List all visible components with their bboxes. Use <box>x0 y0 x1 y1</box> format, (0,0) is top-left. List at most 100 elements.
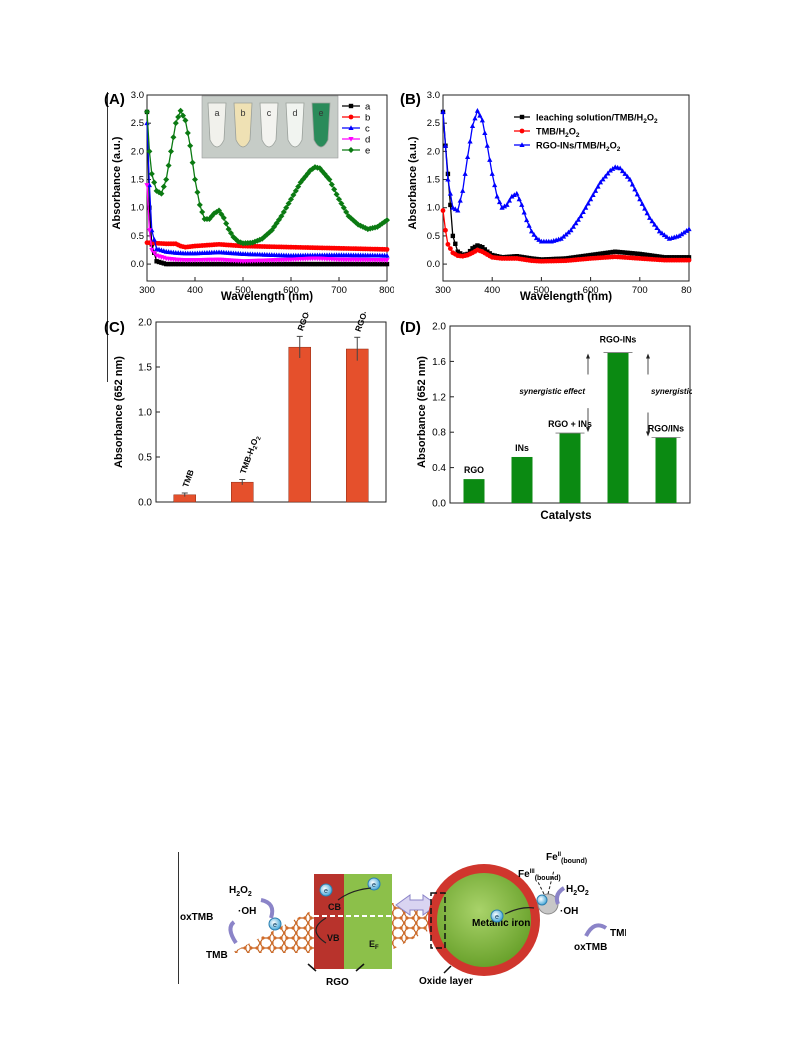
y-tick-label: 0.5 <box>138 453 152 464</box>
data-point <box>661 232 667 238</box>
data-point <box>440 208 446 213</box>
inset-tube-label: e <box>318 108 323 118</box>
bar <box>346 348 369 503</box>
data-point <box>568 255 574 260</box>
data-point <box>202 261 207 267</box>
data-point <box>533 235 540 241</box>
data-point <box>291 261 296 267</box>
synergy-arrowhead-icon <box>586 353 590 359</box>
h2o2-right-label: H2O2 <box>566 884 589 897</box>
legend-label: a <box>365 102 371 113</box>
data-point <box>640 252 645 257</box>
data-point <box>148 170 155 177</box>
data-point <box>565 229 572 235</box>
data-point <box>445 241 451 247</box>
data-point <box>271 223 278 230</box>
data-point <box>168 148 174 155</box>
data-point <box>228 230 234 237</box>
data-point <box>664 255 670 260</box>
panel-a-ylabel: Absorbance (a.u.) <box>111 136 123 229</box>
electron-icon <box>367 877 381 891</box>
data-point <box>250 261 255 267</box>
legend-label: RGO-INs/TMB/H2O2 <box>536 141 621 154</box>
legend-label: d <box>365 135 370 146</box>
data-point <box>332 261 337 267</box>
rgo-pointer-icon <box>355 963 365 972</box>
data-point <box>175 113 182 120</box>
oxtmb-left-label: oxTMB <box>180 912 213 923</box>
panel-a-plot-area: 300 400 500 600 700 800 0.0 0.5 1.0 1.5 2.0 2.5 3.0 <box>131 90 394 296</box>
data-point <box>351 261 356 267</box>
data-point <box>224 261 229 267</box>
data-point <box>340 204 347 211</box>
interface-box <box>430 892 446 949</box>
data-point <box>280 208 287 215</box>
panel-b-plot-frame <box>442 94 690 282</box>
data-point <box>260 261 265 267</box>
data-point <box>278 213 285 220</box>
data-point <box>212 261 217 267</box>
data-point <box>629 181 636 187</box>
data-point <box>144 183 150 188</box>
data-point <box>603 250 608 256</box>
data-point <box>161 261 166 266</box>
data-point <box>659 230 665 236</box>
data-point <box>147 205 152 210</box>
tmb-left-label: TMB <box>206 950 228 961</box>
electron-transfer-arrow-icon <box>315 917 327 944</box>
data-point <box>659 254 665 260</box>
data-point <box>499 204 505 210</box>
data-point <box>511 192 517 198</box>
data-point <box>605 250 611 255</box>
data-point <box>160 183 167 190</box>
y-tick-label: 2.0 <box>432 322 446 333</box>
panel-b-ylabel: Absorbance (a.u.) <box>407 136 419 229</box>
legend-label: TMB/H2O2 <box>536 127 580 140</box>
data-point <box>613 249 618 254</box>
data-point <box>292 187 299 194</box>
data-point <box>384 217 390 224</box>
data-point <box>600 176 606 182</box>
synergy-arrowhead-icon <box>646 353 650 359</box>
data-point <box>305 261 310 267</box>
y-tick-label: 0.0 <box>131 259 144 270</box>
data-point <box>644 210 650 216</box>
y-tick-label: 2.0 <box>131 146 144 157</box>
data-point <box>667 255 672 260</box>
data-point <box>245 261 250 267</box>
data-point <box>595 251 601 257</box>
data-point <box>219 261 224 267</box>
data-point <box>647 253 652 258</box>
data-point <box>286 261 291 267</box>
vb-label: VB <box>327 933 340 943</box>
data-point <box>605 170 611 176</box>
data-point <box>681 255 687 260</box>
inset-tube-label: b <box>240 108 245 118</box>
data-point <box>384 252 390 258</box>
data-point <box>216 261 222 267</box>
panel-c-label: (C) <box>104 319 125 336</box>
panel-a-spectra: (A) Absorbance (a.u.) Wavelength (nm) 30… <box>104 90 394 303</box>
legend-marker <box>348 114 354 120</box>
data-point <box>462 171 468 176</box>
panel-b-xlabel: Wavelength (nm) <box>520 291 612 303</box>
data-point <box>683 228 690 233</box>
panel-d-plot-area: 0.0 0.4 0.8 1.2 1.6 2.0 RGO INs RGO + INs RGO-INs… <box>432 322 692 510</box>
data-point <box>656 228 663 234</box>
data-point <box>469 123 476 128</box>
data-point <box>531 231 537 237</box>
legend-marker <box>348 137 354 142</box>
oxtmb-right-label: oxTMB <box>574 942 607 953</box>
data-point <box>622 250 628 255</box>
data-point <box>189 159 196 166</box>
data-point <box>164 261 169 267</box>
bar-label: RGO/INs <box>648 424 684 434</box>
data-point <box>526 222 532 228</box>
data-point <box>595 183 601 189</box>
data-point <box>298 261 303 267</box>
electron-symbol-icon: e <box>324 888 328 895</box>
data-point <box>192 261 198 267</box>
data-point <box>568 227 574 233</box>
synergy-label: synergistic effect <box>651 387 692 396</box>
